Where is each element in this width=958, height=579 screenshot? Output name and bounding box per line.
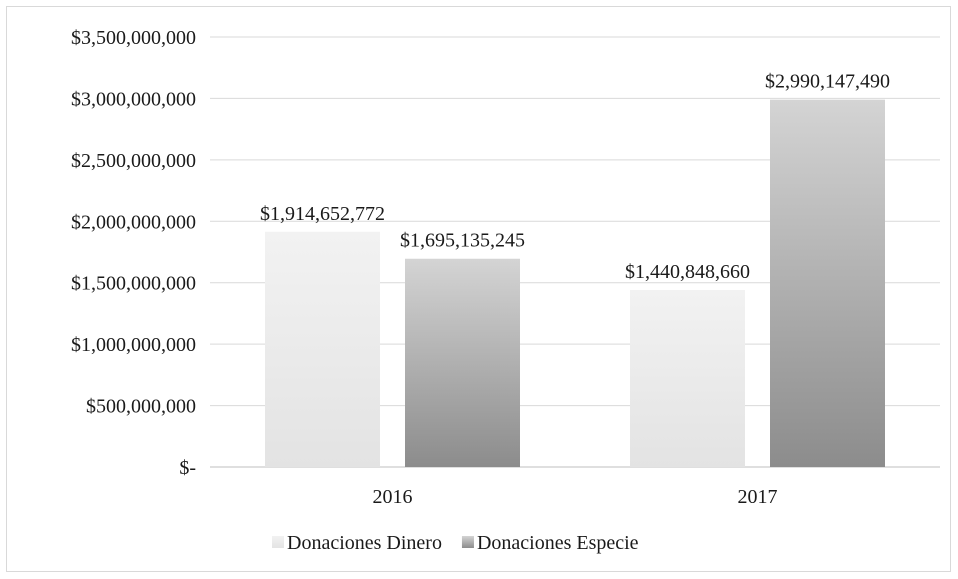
y-tick-label: $- — [179, 457, 196, 479]
legend-label: Donaciones Dinero — [287, 532, 442, 554]
y-tick-label: $3,500,000,000 — [71, 27, 196, 49]
data-label: $1,695,135,245 — [400, 230, 525, 252]
bar-donaciones-especie-2016 — [405, 258, 520, 467]
bar-donaciones-especie-2017 — [770, 99, 885, 467]
data-label: $2,990,147,490 — [765, 71, 890, 93]
x-category-label: 2017 — [738, 486, 778, 508]
y-tick-label: $2,500,000,000 — [71, 150, 196, 172]
bar-donaciones-dinero-2017 — [630, 289, 745, 467]
y-axis-tick-labels: $- $500,000,000 $1,000,000,000 $1,500,000,0… — [71, 27, 196, 479]
y-tick-label: $1,000,000,000 — [71, 334, 196, 356]
x-axis-category-labels: 2016 2017 — [373, 486, 778, 508]
data-label: $1,440,848,660 — [625, 261, 750, 283]
bars — [265, 99, 885, 467]
legend-swatch — [272, 536, 284, 548]
data-labels: $1,914,652,772 $1,695,135,245 $1,440,848,6… — [260, 71, 890, 283]
y-tick-label: $1,500,000,000 — [71, 273, 196, 295]
legend-label: Donaciones Especie — [477, 532, 639, 554]
data-label: $1,914,652,772 — [260, 203, 385, 225]
legend-item-donaciones-especie: Donaciones Especie — [461, 532, 639, 554]
y-tick-label: $2,000,000,000 — [71, 211, 196, 233]
legend: Donaciones Dinero Donaciones Especie — [272, 532, 639, 554]
x-category-label: 2016 — [373, 486, 413, 508]
y-tick-label: $500,000,000 — [86, 396, 196, 418]
y-tick-label: $3,000,000,000 — [71, 88, 196, 110]
legend-item-donaciones-dinero: Donaciones Dinero — [272, 532, 442, 554]
legend-swatch — [461, 536, 474, 548]
bar-donaciones-dinero-2016 — [265, 231, 380, 467]
